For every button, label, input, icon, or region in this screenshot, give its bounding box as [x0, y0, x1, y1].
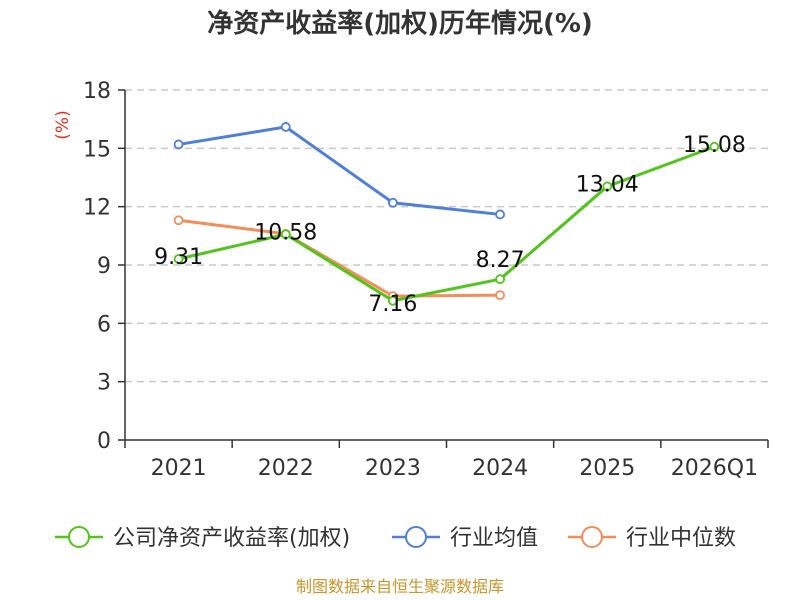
data-point	[173, 215, 184, 226]
series-line-2	[178, 218, 501, 298]
data-labels: 9.31 10.58 7.16 8.27 13.04 15.08	[154, 133, 746, 317]
data-label: 7.16	[368, 292, 417, 317]
source-note: 制图数据来自恒生聚源数据库	[296, 577, 504, 596]
legend-label-2: 行业中位数	[626, 526, 736, 551]
y-tick-label: 3	[97, 371, 111, 396]
series-line-1	[178, 125, 501, 216]
series-line-0	[178, 145, 715, 303]
legend-marker-2	[581, 526, 603, 548]
data-label: 9.31	[154, 245, 203, 270]
data-point	[602, 181, 613, 192]
axes: 0 3 6 9 12 15 18 2021 2022 2023 2024 2025 2026Q1	[83, 79, 769, 481]
data-point	[173, 139, 184, 150]
data-point	[388, 197, 398, 208]
y-tick-label: 0	[97, 429, 111, 454]
y-tick-label: 9	[97, 254, 111, 279]
grid-lines	[125, 89, 768, 383]
data-point	[280, 122, 291, 132]
legend-label-0: 公司净资产收益率(加权)	[113, 526, 350, 551]
x-tick-label: 2025	[579, 456, 635, 481]
series-lines	[173, 122, 720, 306]
x-tick-label: 2023	[365, 456, 421, 481]
x-tick-label: 2021	[151, 456, 207, 481]
chart-title: 净资产收益率(加权)历年情况(%)	[207, 8, 593, 39]
y-tick-label: 6	[97, 312, 111, 337]
data-point	[388, 295, 398, 306]
data-point	[173, 254, 184, 264]
data-label: 10.58	[254, 220, 317, 245]
x-tick-label: 2024	[472, 456, 528, 481]
data-label: 15.08	[683, 133, 746, 158]
legend-marker-0	[68, 526, 90, 548]
data-point	[495, 274, 505, 285]
data-point	[280, 229, 291, 240]
data-point	[495, 209, 505, 220]
data-point	[709, 141, 720, 152]
data-label: 13.04	[576, 172, 639, 197]
data-point	[495, 290, 505, 301]
legend: 公司净资产收益率(加权) 行业均值 行业中位数	[55, 526, 736, 551]
legend-marker-1	[405, 526, 427, 548]
y-tick-label: 15	[83, 137, 111, 162]
y-tick-label: 12	[83, 196, 111, 221]
legend-label-1: 行业均值	[450, 526, 538, 551]
y-tick-label: 18	[83, 79, 111, 104]
data-label: 8.27	[476, 248, 525, 273]
x-tick-label: 2022	[258, 456, 314, 481]
y-axis-label: (%)	[53, 110, 73, 139]
x-tick-label: 2026Q1	[671, 456, 758, 481]
